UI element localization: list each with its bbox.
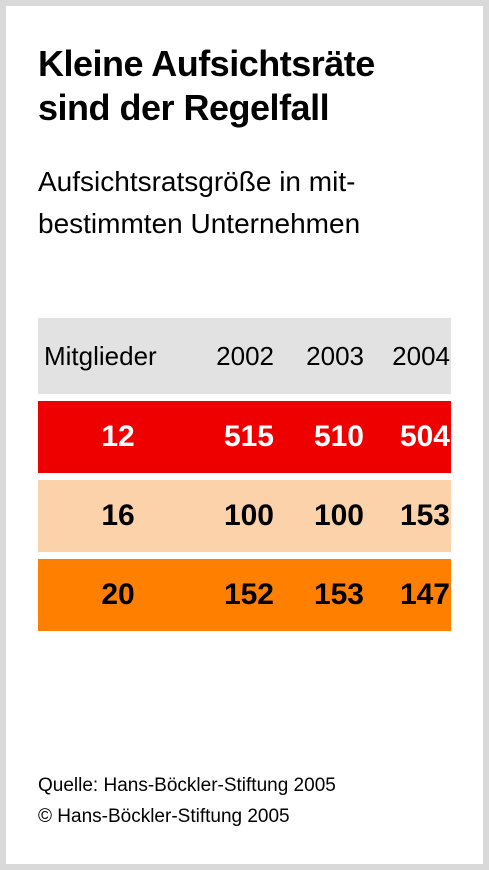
value-cell-2003: 100 bbox=[313, 499, 364, 532]
header-cell-members: Mitglieder bbox=[44, 340, 157, 371]
value-cell-2002: 152 bbox=[223, 578, 274, 611]
table-header-row: Mitglieder 2002 2003 2004 bbox=[38, 318, 451, 394]
value-cell-2002: 515 bbox=[223, 420, 274, 453]
value-cell-2003: 510 bbox=[313, 420, 364, 453]
title-line-2: sind der Regelfall bbox=[38, 87, 330, 128]
data-table: Mitglieder 2002 2003 2004 12 515 510 504… bbox=[38, 318, 451, 638]
row-label: 20 bbox=[101, 578, 135, 611]
source-note: Quelle: Hans-Böckler-Stiftung 2005 bbox=[38, 775, 336, 796]
header-cell-2003: 2003 bbox=[306, 340, 364, 371]
subtitle-line-2: bestimmten Unternehmen bbox=[38, 208, 361, 239]
value-cell-2002: 100 bbox=[223, 499, 274, 532]
header-cell-2004: 2004 bbox=[392, 340, 450, 371]
row-label: 16 bbox=[101, 499, 135, 532]
table-row-20: 20 152 153 147 bbox=[38, 559, 451, 631]
value-cell-2003: 153 bbox=[313, 578, 364, 611]
header-cell-2002: 2002 bbox=[216, 340, 274, 371]
row-label: 12 bbox=[101, 420, 135, 453]
value-cell-2004: 153 bbox=[399, 499, 450, 532]
value-cell-2004: 504 bbox=[399, 420, 450, 453]
value-cell-2004: 147 bbox=[399, 578, 450, 611]
copyright-note: © Hans-Böckler-Stiftung 2005 bbox=[38, 806, 290, 827]
table-row-12: 12 515 510 504 bbox=[38, 401, 451, 473]
table-row-16: 16 100 100 153 bbox=[38, 480, 451, 552]
subtitle-line-1: Aufsichtsratsgröße in mit- bbox=[38, 166, 356, 197]
chart-title: Kleine Aufsichtsräte sind der Regelfall bbox=[38, 42, 468, 130]
title-line-1: Kleine Aufsichtsräte bbox=[38, 43, 375, 84]
chart-subtitle: Aufsichtsratsgröße in mit- bestimmten Un… bbox=[38, 161, 468, 245]
infographic-card: Kleine Aufsichtsräte sind der Regelfall … bbox=[6, 6, 483, 864]
